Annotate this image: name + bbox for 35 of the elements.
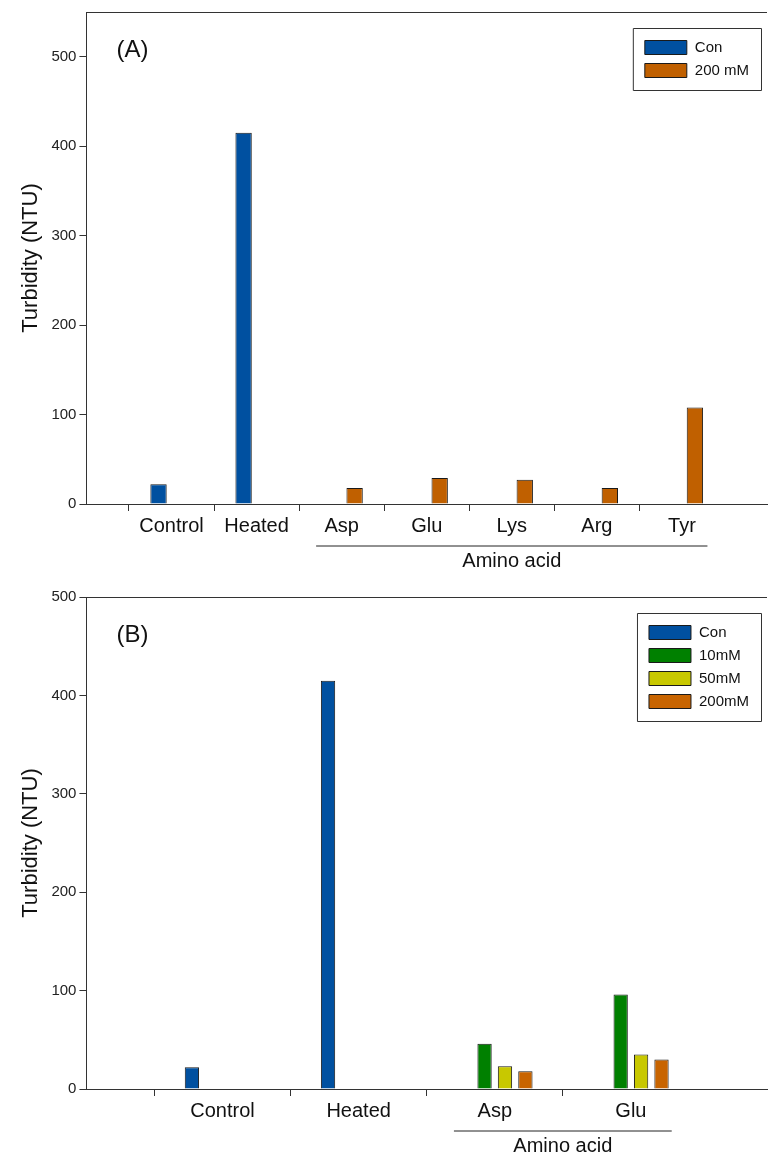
legend-label: 200mM — [698, 691, 750, 709]
x-tick-label: Glu — [411, 513, 443, 536]
x-tick-label: Asp — [324, 513, 359, 536]
y-tick-label: 200 — [51, 315, 77, 333]
x-tick-label: Arg — [581, 513, 613, 536]
x-tick-label: Asp — [477, 1098, 513, 1121]
legend-label: Con — [698, 622, 727, 640]
text: Amino acid — [513, 1133, 613, 1156]
x-tick-label: Lys — [496, 513, 527, 536]
y-tick-label: 300 — [51, 783, 77, 801]
legend-label: 200 mM — [694, 60, 749, 78]
y-tick-label: 500 — [51, 587, 77, 605]
legend-label: 10mM — [698, 645, 741, 663]
x-tick-label: Heated — [326, 1098, 391, 1121]
y-axis-title: Turbidity (NTU) — [17, 768, 43, 918]
legend-label: 50mM — [698, 668, 741, 686]
y-tick-label: 400 — [51, 685, 77, 703]
x-tick-label: Control — [139, 513, 204, 536]
x-tick-label: Heated — [224, 513, 289, 536]
y-tick-label: 0 — [68, 494, 77, 512]
x-tick-label: Glu — [615, 1098, 647, 1121]
y-tick-label: 400 — [51, 136, 77, 154]
y-axis-title: Turbidity (NTU) — [17, 183, 43, 333]
x-tick-label: Tyr — [668, 513, 697, 536]
y-tick-label: 0 — [68, 1079, 77, 1097]
text: (A) — [116, 34, 149, 62]
text: (B) — [116, 619, 149, 647]
text: Amino acid — [462, 548, 562, 571]
y-tick-label: 300 — [51, 225, 77, 243]
legend-label: Con — [694, 37, 723, 55]
y-tick-label: 500 — [51, 46, 77, 64]
x-tick-label: Control — [190, 1098, 255, 1121]
y-tick-label: 200 — [51, 882, 77, 900]
y-tick-label: 100 — [51, 980, 77, 998]
y-tick-label: 100 — [51, 404, 77, 422]
